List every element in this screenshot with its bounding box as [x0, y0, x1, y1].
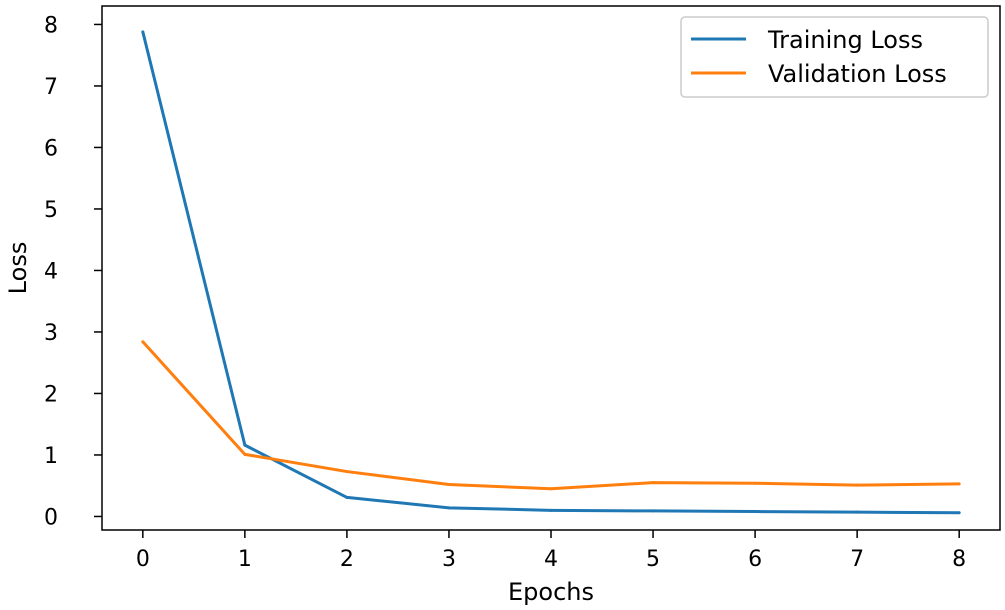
x-tick-label: 7 [850, 547, 864, 572]
y-tick-label: 8 [44, 13, 58, 38]
data-point-training-loss [141, 30, 145, 34]
y-tick-label: 0 [44, 505, 58, 530]
y-tick-label: 1 [44, 444, 58, 469]
x-tick-label: 2 [340, 547, 354, 572]
data-point-training-loss [651, 509, 655, 513]
y-tick-label: 2 [44, 382, 58, 407]
y-tick-label: 7 [44, 75, 58, 100]
data-point-training-loss [345, 495, 349, 499]
x-tick-label: 3 [442, 547, 456, 572]
series-lines [141, 30, 961, 515]
x-tick-label: 1 [238, 547, 252, 572]
data-point-validation-loss [549, 487, 553, 491]
y-tick-label: 4 [44, 259, 58, 284]
data-point-training-loss [549, 508, 553, 512]
data-point-training-loss [447, 506, 451, 510]
y-tick-label: 6 [44, 136, 58, 161]
legend-label-validation-loss: Validation Loss [768, 60, 947, 88]
series-line-training-loss [141, 31, 960, 515]
legend: Training Loss Validation Loss [680, 16, 989, 98]
series-line-validation-loss [141, 340, 960, 491]
legend-box [680, 16, 989, 98]
data-point-validation-loss [345, 470, 349, 474]
data-point-training-loss [243, 443, 247, 447]
data-point-validation-loss [651, 481, 655, 485]
x-tick-label: 4 [544, 547, 558, 572]
data-point-validation-loss [957, 482, 961, 486]
x-tick-label: 8 [952, 547, 966, 572]
data-point-validation-loss [753, 481, 757, 485]
data-point-validation-loss [243, 452, 247, 456]
y-axis-title: Loss [4, 242, 32, 295]
x-tick-label: 0 [136, 547, 150, 572]
data-point-validation-loss [447, 482, 451, 486]
x-axis: 0 1 2 3 4 5 6 7 8 [136, 530, 966, 572]
legend-label-training-loss: Training Loss [767, 26, 923, 54]
data-point-validation-loss [141, 340, 145, 344]
y-tick-label: 5 [44, 198, 58, 223]
data-point-training-loss [753, 510, 757, 514]
data-point-training-loss [957, 511, 961, 515]
x-axis-title: Epochs [508, 578, 594, 606]
y-tick-label: 3 [44, 321, 58, 346]
x-tick-label: 5 [646, 547, 660, 572]
data-point-validation-loss [855, 483, 859, 487]
y-axis: 0 1 2 3 4 5 6 7 8 [44, 13, 102, 530]
data-point-training-loss [855, 510, 859, 514]
x-tick-label: 6 [748, 547, 762, 572]
